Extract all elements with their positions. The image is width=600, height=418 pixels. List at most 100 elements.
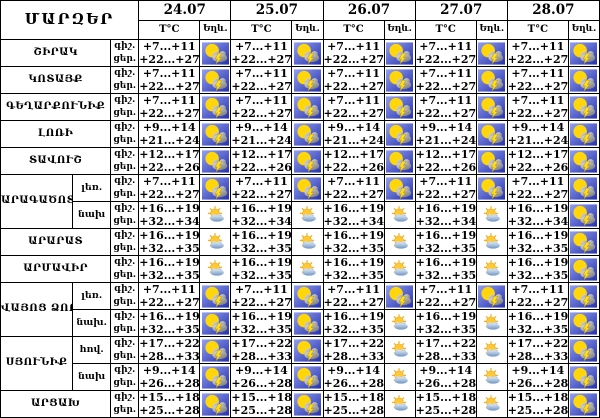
temp-range-night: +16...+19 — [414, 228, 477, 242]
temp-range-day: +22...+27 — [414, 80, 477, 94]
weather-cell — [383, 336, 416, 364]
period-label-night: գիշ. — [110, 228, 140, 242]
sun-cloud-lightning-icon — [385, 122, 414, 147]
temp-range-night: +16...+19 — [414, 255, 477, 269]
temp-range-night: +7...+11 — [322, 93, 385, 107]
region-cell: ՏԱՎՈՒՇ — [0, 147, 112, 175]
temp-range-day: +22...+27 — [322, 188, 385, 202]
temp-range-night: +7...+11 — [230, 39, 293, 53]
weather-cell — [383, 120, 416, 148]
temp-range-night: +7...+11 — [414, 93, 477, 107]
weather-cell — [475, 147, 508, 175]
date-header: 24.07 — [138, 0, 232, 21]
temp-range-day: +32...+34 — [138, 215, 201, 229]
temp-range-night: +9...+14 — [506, 363, 569, 377]
sun-behind-cloud-icon — [477, 257, 506, 282]
temp-range-day: +32...+34 — [506, 215, 569, 229]
temp-range-day: +25...+28 — [230, 404, 293, 418]
weather-cell — [567, 93, 600, 121]
period-label-night: գիշ. — [110, 201, 140, 215]
zone-label: նախ — [72, 201, 112, 229]
weather-cell — [383, 228, 416, 256]
weather-cell — [291, 39, 324, 67]
temp-range-day: +22...+27 — [230, 80, 293, 94]
temp-range-night: +9...+14 — [138, 363, 201, 377]
temp-range-night: +7...+11 — [230, 282, 293, 296]
temp-range-night: +7...+11 — [138, 93, 201, 107]
temp-range-night: +7...+11 — [138, 282, 201, 296]
temp-range-night: +16...+19 — [506, 201, 569, 215]
temp-range-night: +12...+17 — [506, 147, 569, 161]
weather-cell — [199, 174, 232, 202]
weather-cell — [567, 66, 600, 94]
weather-cell — [199, 39, 232, 67]
weather-cell — [383, 39, 416, 67]
temp-range-night: +12...+17 — [322, 147, 385, 161]
temp-range-day: +22...+27 — [322, 107, 385, 121]
weather-cell — [199, 228, 232, 256]
temp-range-day: +22...+26 — [138, 161, 201, 175]
temp-range-day: +28...+33 — [414, 350, 477, 364]
weather-cell — [475, 309, 508, 337]
sun-behind-cloud-icon — [385, 392, 414, 417]
temp-range-night: +7...+11 — [506, 174, 569, 188]
sun-behind-cloud-icon — [293, 257, 322, 282]
sun-cloud-lightning-icon — [569, 392, 598, 417]
temp-range-night: +16...+19 — [506, 228, 569, 242]
temp-range-day: +32...+35 — [506, 242, 569, 256]
weather-cell — [475, 174, 508, 202]
temp-range-night: +15...+18 — [230, 390, 293, 404]
sun-cloud-lightning-icon — [201, 338, 230, 363]
temp-range-night: +9...+14 — [230, 363, 293, 377]
temp-range-night: +7...+11 — [138, 66, 201, 80]
temp-range-night: +7...+11 — [506, 66, 569, 80]
temp-range-night: +17...+22 — [230, 336, 293, 350]
temp-range-night: +9...+14 — [414, 120, 477, 134]
temp-range-day: +22...+27 — [138, 53, 201, 67]
temp-range-day: +22...+27 — [506, 80, 569, 94]
temp-range-day: +22...+27 — [414, 296, 477, 310]
temp-range-night: +7...+11 — [230, 93, 293, 107]
sun-cloud-lightning-icon — [569, 203, 598, 228]
sun-cloud-lightning-icon — [293, 41, 322, 66]
sun-cloud-lightning-icon — [477, 41, 506, 66]
sun-cloud-lightning-icon — [477, 122, 506, 147]
weather-cell — [475, 39, 508, 67]
temp-range-day: +25...+28 — [506, 404, 569, 418]
temp-range-night: +16...+19 — [506, 255, 569, 269]
weather-cell — [199, 390, 232, 418]
weather-cell — [475, 66, 508, 94]
weather-cell — [567, 228, 600, 256]
temp-range-day: +22...+27 — [506, 296, 569, 310]
sun-behind-cloud-icon — [385, 365, 414, 390]
sun-cloud-lightning-icon — [569, 68, 598, 93]
period-label-night: գիշ. — [110, 336, 140, 350]
period-label-night: գիշ. — [110, 39, 140, 53]
temp-range-day: +22...+27 — [230, 296, 293, 310]
weather-cell — [383, 201, 416, 229]
temp-range-day: +22...+27 — [506, 107, 569, 121]
temp-range-night: +17...+22 — [138, 336, 201, 350]
temp-range-day: +21...+24 — [506, 134, 569, 148]
temp-range-day: +26...+28 — [322, 377, 385, 391]
period-label-day: ցեր. — [110, 80, 140, 94]
sun-behind-cloud-icon — [385, 203, 414, 228]
sun-cloud-lightning-icon — [293, 68, 322, 93]
temp-range-day: +22...+27 — [414, 188, 477, 202]
temp-range-night: +7...+11 — [414, 66, 477, 80]
weather-cell — [383, 147, 416, 175]
sun-cloud-lightning-icon — [293, 284, 322, 309]
sun-behind-cloud-icon — [201, 257, 230, 282]
temp-range-night: +16...+19 — [230, 309, 293, 323]
temp-range-day: +22...+27 — [506, 53, 569, 67]
temp-range-night: +7...+11 — [506, 282, 569, 296]
weather-cell — [291, 390, 324, 418]
period-label-night: գիշ. — [110, 147, 140, 161]
sun-cloud-lightning-icon — [201, 68, 230, 93]
temp-range-night: +9...+14 — [322, 120, 385, 134]
period-label-day: ցեր. — [110, 296, 140, 310]
weather-cell — [475, 201, 508, 229]
period-label-night: գիշ. — [110, 309, 140, 323]
weather-cell — [475, 390, 508, 418]
